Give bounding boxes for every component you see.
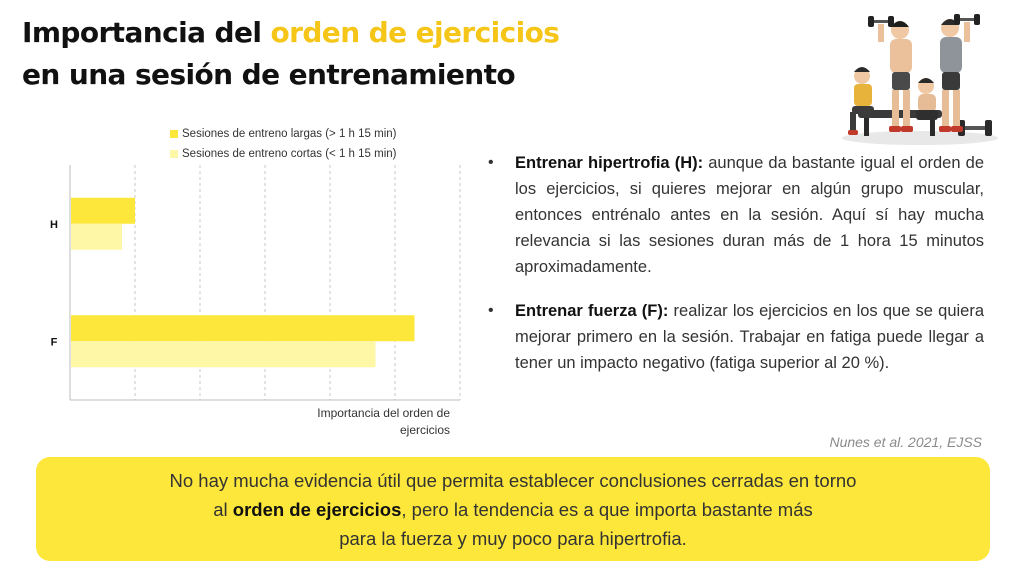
- conclusion-text: al: [213, 499, 233, 520]
- title-highlight: orden de ejercicios: [270, 16, 560, 49]
- page-title: Importancia del orden de ejercicios en u…: [22, 12, 702, 96]
- bullet-strength-text: realizar los ejercicios en los que se qu…: [515, 302, 985, 372]
- bullet-strength: • Entrenar fuerza (F): realizar los ejerc…: [488, 298, 984, 376]
- bar-f-short: [71, 341, 376, 368]
- bullet-list: • Entrenar hipertrofia (H): aunque da bas…: [488, 150, 984, 394]
- x-axis-label: Importancia del orden de ejercicios: [317, 406, 450, 437]
- bullet-strength-title: Entrenar fuerza (F):: [515, 302, 669, 320]
- chart-legend: Sesiones de entreno largas (> 1 h 15 min…: [170, 124, 396, 164]
- legend-swatch-long: [170, 130, 178, 138]
- bullet-dot: •: [488, 154, 494, 171]
- title-text: Importancia del: [22, 16, 271, 49]
- bullet-hypertrophy-text: aunque da bastante igual el orden de los…: [515, 154, 984, 276]
- conclusion-line-3: para la fuerza y muy poco para hipertrof…: [339, 528, 687, 549]
- category-label: F: [51, 336, 58, 348]
- category-label: H: [50, 219, 58, 231]
- title-line-2: en una sesión de entrenamiento: [22, 58, 516, 91]
- bar-h-long: [71, 197, 135, 224]
- bar-h-short: [71, 223, 122, 250]
- legend-label-short: Sesiones de entreno cortas (< 1 h 15 min…: [182, 148, 397, 160]
- bar-f-long: [71, 315, 415, 342]
- bullet-hypertrophy: • Entrenar hipertrofia (H): aunque da bas…: [488, 150, 984, 280]
- bullet-dot: •: [488, 302, 494, 319]
- conclusion-line-1: No hay mucha evidencia útil que permita …: [169, 470, 857, 491]
- bar-chart: HF: [50, 165, 461, 401]
- conclusion-box: No hay mucha evidencia útil que permita …: [36, 457, 990, 561]
- legend-item-long: Sesiones de entreno largas (> 1 h 15 min…: [170, 124, 396, 144]
- conclusion-highlight: orden de ejercicios: [232, 499, 402, 520]
- gym-athletes-with-dumbbells-illustration: [834, 6, 1006, 148]
- legend-label-long: Sesiones de entreno largas (> 1 h 15 min…: [182, 128, 397, 140]
- citation: Nunes et al. 2021, EJSS: [829, 434, 982, 450]
- conclusion-text: , pero la tendencia es a que importa bas…: [401, 499, 813, 520]
- conclusion-line-2: al orden de ejercicios, pero la tendenci…: [36, 495, 990, 524]
- bullet-hypertrophy-title: Entrenar hipertrofia (H):: [515, 154, 704, 172]
- legend-swatch-short: [170, 150, 178, 158]
- title-line-1: Importancia del orden de ejercicios: [22, 12, 702, 54]
- legend-item-short: Sesiones de entreno cortas (< 1 h 15 min…: [170, 144, 396, 164]
